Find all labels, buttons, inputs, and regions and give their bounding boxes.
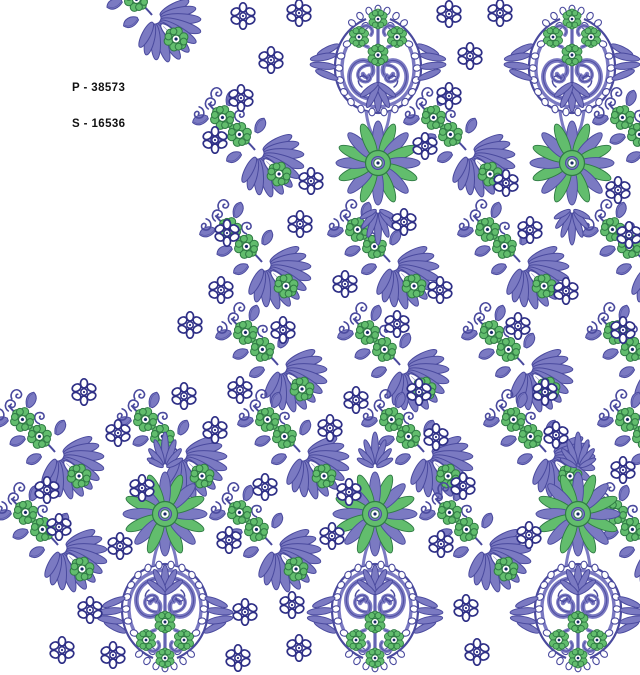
- pattern-code-label: P - 38573: [72, 82, 126, 94]
- style-code-label: S - 16536: [72, 118, 126, 130]
